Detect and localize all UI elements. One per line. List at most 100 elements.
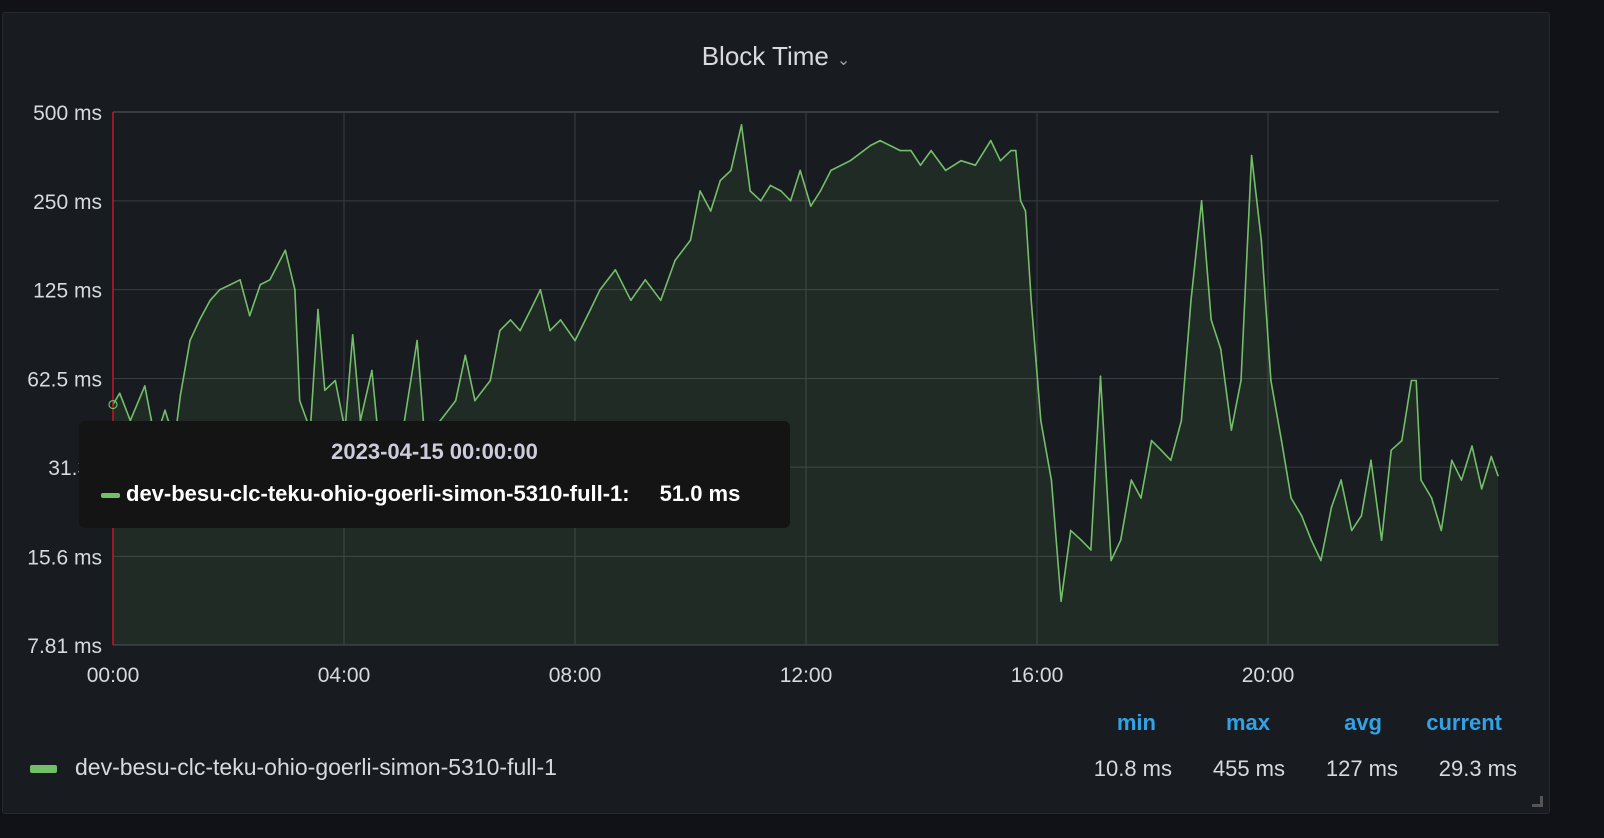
tooltip-series-row: dev-besu-clc-teku-ohio-goerli-simon-5310… [101, 481, 740, 507]
legend-header-current[interactable]: current [1426, 710, 1502, 735]
data-point [1220, 348, 1222, 351]
legend-header-min[interactable]: min [1116, 710, 1156, 735]
data-point [294, 288, 296, 291]
data-point [1019, 200, 1022, 202]
data-point [1410, 379, 1413, 382]
data-point [323, 389, 326, 392]
data-point [1099, 375, 1102, 378]
data-point [1035, 359, 1037, 362]
data-point [730, 169, 732, 172]
data-point [1480, 488, 1483, 490]
data-point [740, 124, 743, 126]
data-point [1430, 497, 1433, 499]
data-point [1090, 549, 1092, 551]
data-point [1230, 429, 1233, 431]
legend-series-item[interactable]: dev-besu-clc-teku-ohio-goerli-simon-5310… [30, 754, 557, 781]
data-point [1250, 154, 1253, 157]
data-point [1451, 459, 1453, 462]
data-point [849, 159, 852, 162]
data-point [1300, 515, 1303, 517]
data-point [1290, 497, 1292, 499]
data-point [1160, 449, 1162, 452]
data-point [1050, 479, 1053, 481]
legend-series-name: dev-besu-clc-teku-ohio-goerli-simon-5310… [75, 754, 557, 780]
tooltip: 2023-04-15 00:00:00 dev-besu-clc-teku-oh… [79, 421, 790, 528]
resize-handle-icon[interactable] [1532, 796, 1543, 807]
data-point [198, 319, 201, 321]
data-point [1471, 445, 1473, 447]
data-point [944, 169, 947, 172]
data-point [1069, 529, 1072, 532]
data-point [1180, 419, 1183, 422]
data-point [780, 190, 782, 192]
data-point [689, 239, 692, 241]
data-point [209, 299, 212, 302]
data-point [830, 169, 832, 172]
data-point [351, 334, 354, 336]
data-point [464, 354, 467, 357]
data-point [1340, 479, 1342, 481]
data-point [239, 278, 241, 281]
data-point [474, 399, 476, 402]
data-point [1024, 210, 1027, 212]
x-tick-label: 16:00 [1011, 664, 1064, 687]
y-tick-label: 500 ms [33, 102, 102, 125]
data-point [164, 409, 166, 411]
data-point [1350, 529, 1353, 532]
y-tick-label: 7.81 ms [27, 635, 102, 658]
legend-value-max: 455 ms [1212, 756, 1285, 781]
data-point [1370, 459, 1372, 462]
data-point [719, 179, 722, 182]
data-point [1030, 299, 1033, 302]
data-point [574, 339, 576, 342]
data-point [248, 314, 251, 317]
graph-panel: Block Time ⌄ [2, 12, 1550, 814]
data-point [229, 283, 232, 286]
data-point [143, 385, 146, 387]
data-point [1390, 449, 1392, 452]
data-point [799, 169, 802, 172]
panel-title[interactable]: Block Time ⌄ [3, 41, 1549, 72]
tooltip-series-name: dev-besu-clc-teku-ohio-goerli-simon-5310… [126, 481, 630, 506]
data-point [359, 419, 362, 422]
data-point [974, 164, 977, 167]
data-point [930, 149, 932, 152]
data-point [519, 329, 521, 332]
data-point [298, 399, 301, 402]
data-point [1270, 379, 1272, 382]
legend-value-avg: 127 ms [1325, 756, 1398, 781]
tooltip-value: 51.0 ms [659, 481, 741, 506]
data-point [899, 149, 902, 152]
y-tick-label: 62.5 ms [27, 368, 102, 391]
data-point [674, 259, 676, 262]
data-point [489, 379, 492, 382]
data-point [769, 184, 772, 187]
hover-point-marker [108, 399, 118, 410]
data-point [699, 190, 701, 192]
data-point [539, 288, 542, 291]
data-point [659, 299, 662, 302]
data-point [709, 210, 712, 212]
legend-header-max[interactable]: max [1225, 710, 1270, 735]
data-point [599, 288, 601, 291]
data-point [1015, 149, 1017, 152]
x-tick-label: 08:00 [549, 664, 602, 687]
data-point [819, 190, 822, 192]
legend-color-swatch[interactable] [30, 764, 57, 773]
y-tick-label: 125 ms [33, 280, 102, 303]
chevron-down-icon[interactable]: ⌄ [836, 52, 851, 69]
data-point [789, 200, 792, 202]
data-point [1110, 559, 1112, 562]
data-point [1280, 439, 1283, 442]
data-point [869, 144, 872, 147]
data-point [1460, 479, 1463, 481]
data-point [284, 249, 287, 252]
data-point [1130, 479, 1133, 481]
data-point [910, 149, 912, 152]
data-point [1210, 319, 1213, 321]
data-point [1330, 506, 1333, 508]
data-point [1320, 559, 1322, 562]
legend-header-avg[interactable]: avg [1344, 710, 1382, 735]
data-point [259, 283, 262, 286]
y-tick-label: 250 ms [33, 191, 102, 214]
